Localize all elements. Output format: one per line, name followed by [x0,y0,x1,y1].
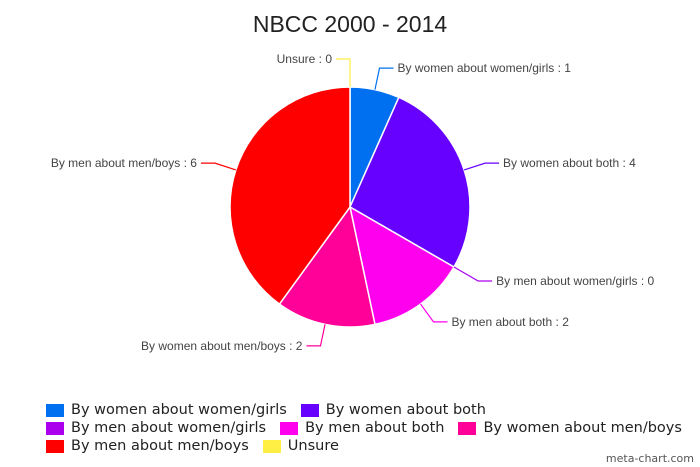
pie-slices [229,86,471,328]
slice-label-unsure: Unsure : 0 [277,52,333,66]
legend-label: By women about men/boys [483,420,682,436]
credit-text: meta-chart.com [605,452,694,465]
legend-item-by-men-about-men-boys[interactable]: By men about men/boys [46,438,249,454]
pie-slice-by-men-about-men-boys [229,86,351,306]
slice-label-by-women-about-both: By women about both : 4 [503,156,636,170]
legend-label: By men about both [305,420,445,436]
legend-item-by-men-about-both[interactable]: By men about both [280,420,444,436]
legend-swatch [46,439,64,453]
callout-line-by-men-about-women-girls [453,266,493,282]
legend-swatch [262,439,281,453]
legend-item-by-women-about-men-boys[interactable]: By women about men/boys [458,420,682,436]
legend-swatch [46,403,64,417]
legend-label: By women about women/girls [71,402,287,418]
slice-label-by-women-about-women-girls: By women about women/girls : 1 [398,61,572,75]
legend-swatch [280,421,299,435]
callout-line-by-men-about-both [420,303,448,323]
callout-line-by-women-about-both [463,162,500,171]
legend-row: By women about women/girls By women about… [46,401,696,419]
slice-label-by-men-about-both: By men about both : 2 [451,315,569,329]
legend-label: By men about women/girls [71,420,267,436]
callout-line-unsure [336,58,351,87]
legend-row: By men about men/boys Unsure [46,437,696,455]
legend-item-by-women-about-women-girls[interactable]: By women about women/girls [46,402,287,418]
slice-label-by-men-about-women-girls: By men about women/girls : 0 [496,274,654,288]
legend-swatch [300,403,319,417]
legend-label: By men about men/boys [71,438,249,454]
pie-slice-by-women-about-both [349,96,471,269]
slice-label-by-women-about-men-boys: By women about men/boys : 2 [141,339,303,353]
callout-line-by-women-about-men-boys [306,324,326,347]
legend-item-unsure[interactable]: Unsure [262,438,339,454]
legend-swatch [46,421,64,435]
legend-swatch [458,421,477,435]
legend-item-by-women-about-both[interactable]: By women about both [300,402,486,418]
legend-row: By men about women/girls By men about bot… [46,419,696,437]
callout-line-by-men-about-men-boys [200,162,237,171]
legend-item-by-men-about-women-girls[interactable]: By men about women/girls [46,420,266,436]
legend-label: Unsure [287,438,339,454]
chart-legend: By women about women/girls By women about… [46,401,696,455]
slice-callouts: By women about women/girls : 1 By women a… [51,52,655,353]
legend-label: By women about both [325,402,486,418]
callout-line-by-women-about-women-girls [374,67,394,90]
chart-title: NBCC 2000 - 2014 [253,11,448,37]
slice-label-by-men-about-men-boys: By men about men/boys : 6 [51,156,197,170]
